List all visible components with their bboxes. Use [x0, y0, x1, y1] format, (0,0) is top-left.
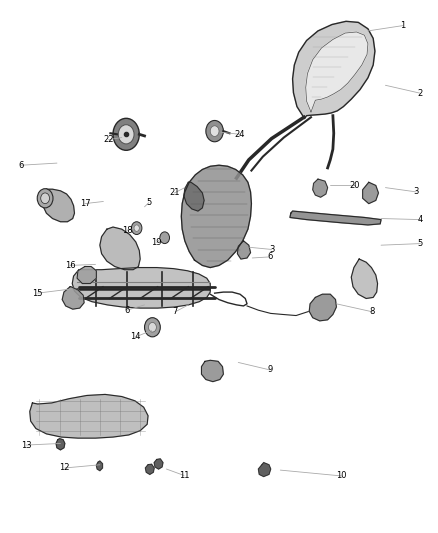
Polygon shape: [30, 394, 148, 438]
Circle shape: [160, 232, 170, 244]
Text: 3: 3: [269, 245, 274, 254]
Polygon shape: [313, 179, 328, 197]
Polygon shape: [258, 463, 271, 477]
Polygon shape: [184, 182, 204, 211]
Text: 5: 5: [146, 198, 152, 207]
Text: 3: 3: [413, 188, 419, 196]
Polygon shape: [351, 259, 378, 298]
Text: 19: 19: [152, 238, 162, 247]
Text: 2: 2: [418, 89, 423, 98]
Text: 5: 5: [418, 239, 423, 248]
Polygon shape: [72, 268, 210, 308]
Text: 1: 1: [400, 21, 406, 30]
Circle shape: [206, 120, 223, 142]
Text: 24: 24: [235, 130, 245, 139]
Polygon shape: [145, 464, 154, 474]
Text: 21: 21: [169, 189, 180, 197]
Polygon shape: [96, 461, 102, 471]
Polygon shape: [56, 439, 65, 450]
Polygon shape: [77, 266, 96, 284]
Text: 4: 4: [418, 215, 423, 224]
Text: 10: 10: [336, 472, 347, 480]
Polygon shape: [309, 294, 336, 321]
Polygon shape: [154, 459, 163, 469]
Circle shape: [113, 118, 139, 150]
Text: 14: 14: [131, 333, 141, 341]
Text: 13: 13: [21, 441, 32, 449]
Polygon shape: [293, 21, 375, 118]
Polygon shape: [237, 241, 251, 259]
Text: 7: 7: [173, 308, 178, 316]
Polygon shape: [290, 211, 381, 225]
Text: 20: 20: [350, 181, 360, 190]
Text: 18: 18: [122, 226, 132, 235]
Circle shape: [210, 126, 219, 136]
Polygon shape: [42, 189, 74, 222]
Text: 6: 6: [18, 161, 24, 169]
Text: 12: 12: [60, 464, 70, 472]
Polygon shape: [363, 182, 378, 204]
Circle shape: [134, 225, 139, 231]
Text: 16: 16: [65, 261, 75, 270]
Text: 11: 11: [179, 471, 189, 480]
Polygon shape: [100, 227, 140, 270]
Circle shape: [148, 322, 156, 332]
Text: 15: 15: [32, 289, 43, 297]
Polygon shape: [306, 32, 368, 112]
Polygon shape: [201, 360, 223, 382]
Text: 6: 6: [267, 253, 272, 261]
Circle shape: [37, 189, 53, 208]
Text: 22: 22: [103, 135, 114, 144]
Polygon shape: [181, 165, 251, 268]
Polygon shape: [62, 287, 84, 309]
Text: 8: 8: [370, 308, 375, 316]
Circle shape: [145, 318, 160, 337]
Circle shape: [41, 193, 49, 204]
Text: 17: 17: [80, 199, 90, 208]
Text: 9: 9: [267, 366, 272, 374]
Text: 6: 6: [124, 306, 130, 314]
Circle shape: [131, 222, 142, 235]
Circle shape: [118, 125, 134, 144]
